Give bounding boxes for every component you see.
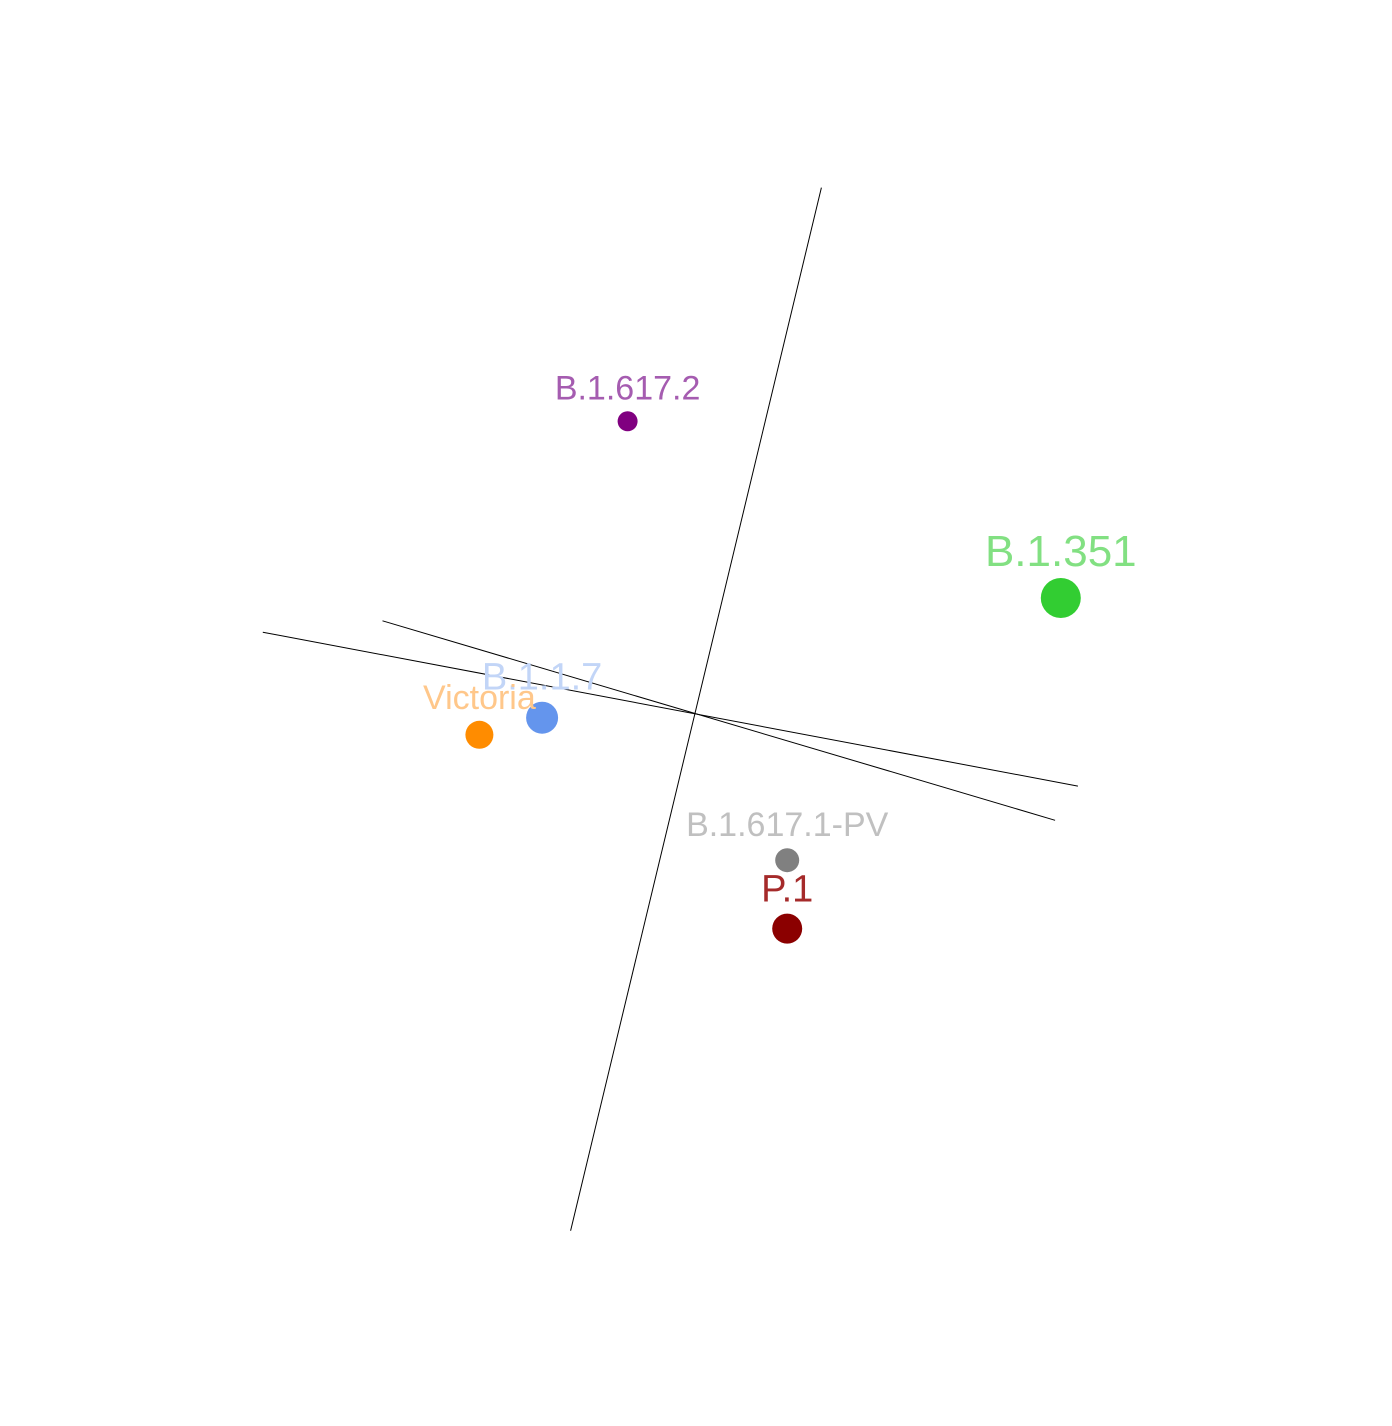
- point-label-p-1: P.1: [761, 869, 813, 911]
- point-label-b-1-617-1-pv: B.1.617.1-PV: [686, 806, 889, 844]
- point-b-1-617-2: [617, 411, 638, 432]
- point-b-1-617-1-pv: [775, 848, 800, 873]
- point-label-victoria: Victoria: [423, 679, 536, 717]
- point-b-1-351: [1040, 578, 1081, 618]
- point-label-b-1-1-7: B.1.1.7: [482, 657, 602, 699]
- axis-2-line: [262, 631, 1078, 787]
- points-layer: [465, 411, 1081, 944]
- axis-3-line: [382, 620, 1056, 821]
- point-label-b-1-351: B.1.351: [985, 527, 1137, 576]
- point-victoria: [465, 720, 494, 749]
- point-b-1-1-7: [526, 701, 559, 734]
- point-p-1: [772, 913, 803, 944]
- point-label-b-1-617-2: B.1.617.2: [555, 369, 701, 407]
- axes-layer: [262, 187, 1078, 1231]
- axis-1-line: [570, 187, 822, 1231]
